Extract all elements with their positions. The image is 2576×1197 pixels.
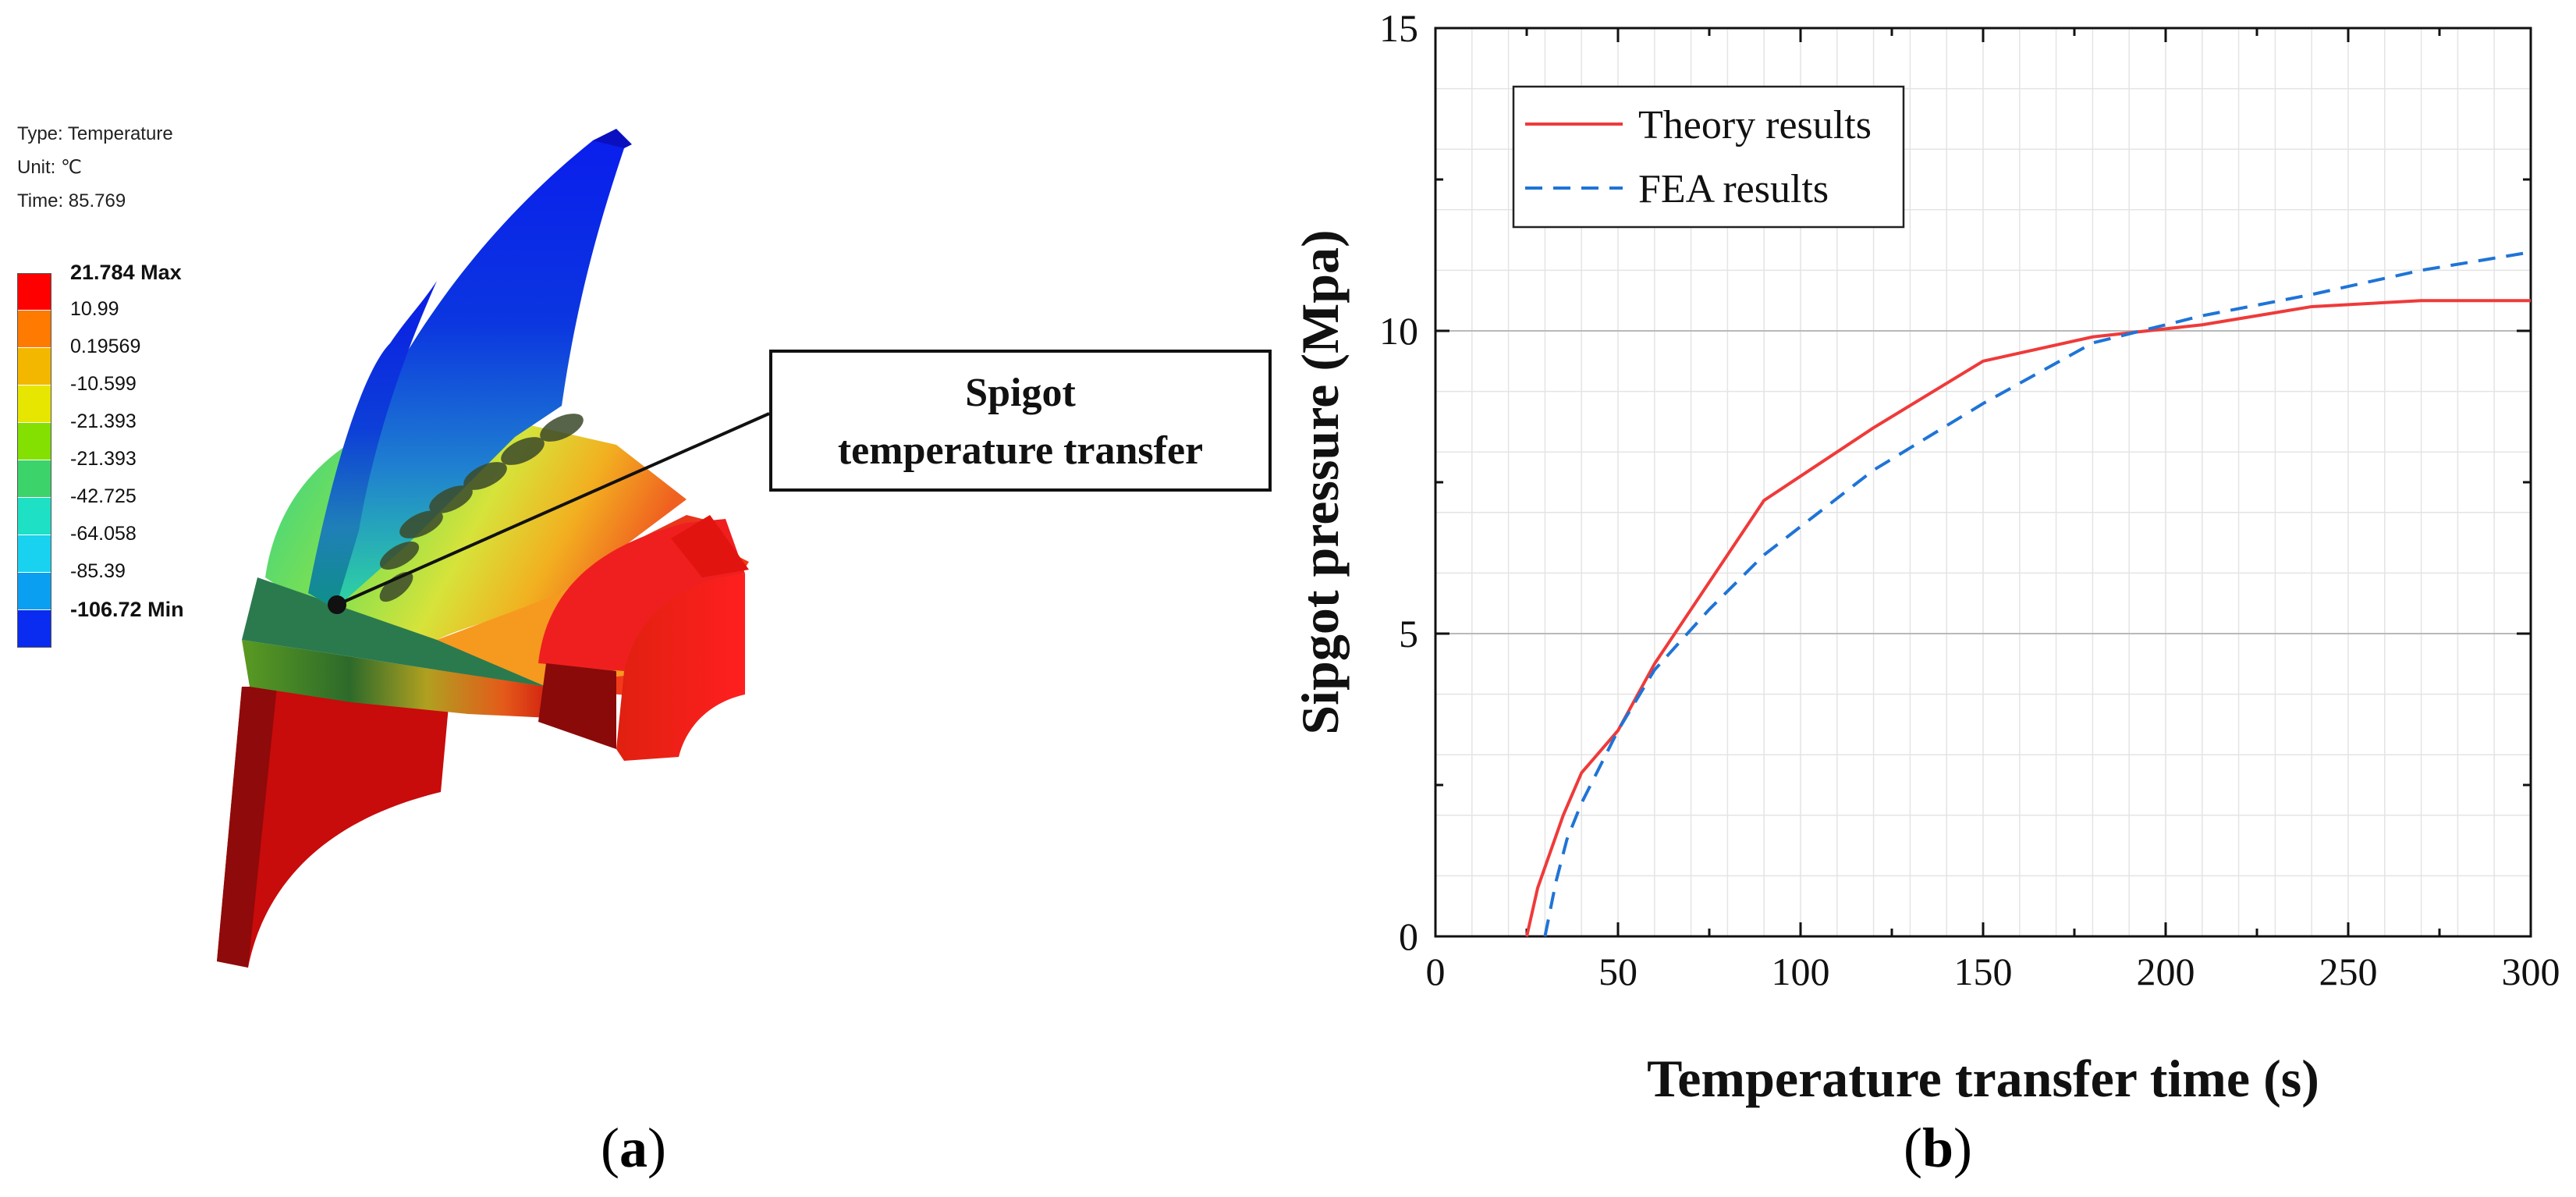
callout-line-2: temperature transfer (837, 428, 1204, 473)
legend-label: -10.599 (70, 373, 137, 395)
result-type-label: Type: Temperature (17, 123, 173, 144)
panel-a: Type: Temperature Unit: ℃ Time: 85.769 2… (17, 123, 1272, 1179)
legend-swatch (17, 273, 51, 310)
disk-front-face (242, 640, 550, 718)
x-tick-label: 150 (1954, 950, 2013, 993)
legend-swatch (17, 348, 51, 385)
legend-label: -64.058 (70, 523, 137, 545)
result-unit-label: Unit: ℃ (17, 157, 82, 178)
legend-swatch (17, 385, 51, 422)
pressure-chart: 0 50 100 150 200 250 300 0 5 10 15 Temperature tran… (1290, 6, 2560, 1108)
legend-label: -21.393 (70, 410, 137, 432)
lower-leg-shape (217, 687, 449, 968)
legend-swatch (17, 535, 51, 572)
series-line-fea (1543, 250, 2532, 937)
x-tick-label: 250 (2319, 950, 2378, 993)
callout-leader-line (336, 412, 770, 606)
x-tick-label: 0 (1426, 950, 1446, 993)
y-tick-label: 5 (1399, 612, 1418, 655)
x-tick-label: 300 (2502, 950, 2560, 993)
x-tick-label: 100 (1772, 950, 1830, 993)
y-tick-label: 10 (1379, 309, 1418, 353)
cooling-holes (379, 414, 584, 602)
legend-swatch (17, 498, 51, 535)
y-tick-label: 15 (1379, 6, 1418, 50)
legend-label: 21.784 Max (70, 261, 182, 284)
legend-swatch (17, 460, 51, 497)
caption-b-letter: b (1921, 1117, 1954, 1179)
callout-line-1: Spigot (965, 371, 1076, 415)
legend-frame (17, 273, 51, 648)
fea-model-image (217, 129, 770, 968)
y-axis-title: Sipgot pressure (Mpa) (1290, 229, 1350, 734)
legend-entry: Theory results (1638, 103, 1872, 147)
legend-swatch (17, 423, 51, 460)
y-tick-label: 0 (1399, 915, 1418, 958)
legend-label: -42.725 (70, 485, 137, 507)
legend-label: -21.393 (70, 448, 137, 470)
blade-shape (308, 133, 624, 609)
legend-swatch (17, 311, 51, 347)
spigot-marker (328, 595, 346, 614)
legend-swatch (17, 573, 51, 609)
legend-label: 0.19569 (70, 336, 141, 357)
legend-entry: FEA results (1638, 167, 1829, 211)
caption-a: (a) (601, 1117, 666, 1179)
series-line-theory (1525, 299, 2531, 937)
legend-swatch (17, 610, 51, 647)
result-time-label: Time: 85.769 (17, 190, 126, 211)
x-tick-label: 50 (1598, 950, 1637, 993)
legend-box (1512, 85, 1905, 229)
x-axis-title: Temperature transfer time (s) (1647, 1049, 2319, 1108)
caption-b: (b) (1904, 1117, 1973, 1179)
x-tick-label: 200 (2137, 950, 2195, 993)
legend-label: 10.99 (70, 298, 119, 320)
legend-label: -85.39 (70, 560, 126, 582)
legend-label: -106.72 Min (70, 598, 184, 621)
caption-a-letter: a (619, 1117, 648, 1179)
panel-b: 0 50 100 150 200 250 300 0 5 10 15 Temperature tran… (1217, 0, 2576, 1197)
spigot-callout-box: Spigot temperature transfer (769, 350, 1272, 492)
